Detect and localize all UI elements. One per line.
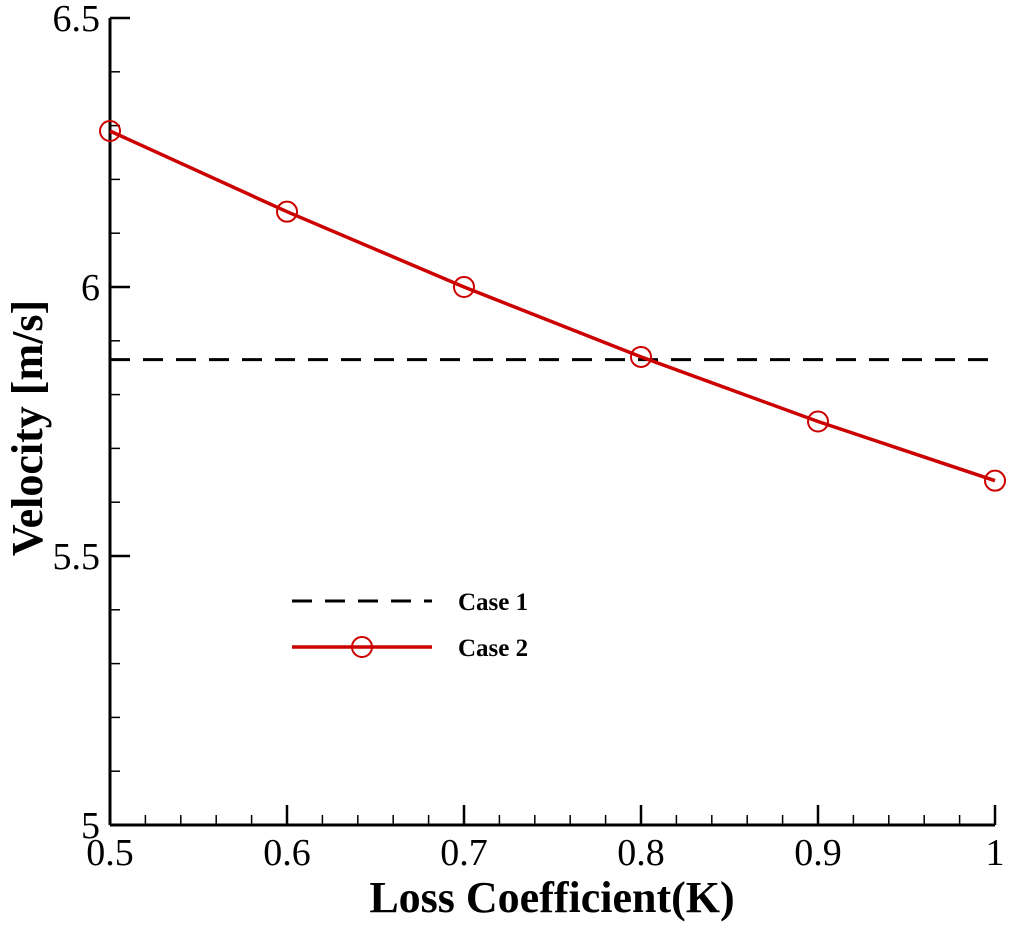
x-tick-label: 0.7 xyxy=(440,832,488,874)
legend-label-case-1: Case 1 xyxy=(458,589,528,616)
x-tick-label: 0.8 xyxy=(617,832,665,874)
axes xyxy=(108,18,995,827)
x-tick-label: 1 xyxy=(986,832,1005,874)
data-point-case-2 xyxy=(453,276,475,298)
y-tick-label: 6.5 xyxy=(53,0,101,40)
y-tick-label: 5.5 xyxy=(53,536,101,578)
minor-ticks xyxy=(110,71,961,825)
series-line-case-2 xyxy=(109,129,996,483)
y-axis-title: Velocity [m/s] xyxy=(3,300,52,556)
data-point-case-2 xyxy=(276,200,298,223)
y-tick-label: 5 xyxy=(81,805,100,847)
legend: Case 1 Case 2 xyxy=(292,589,528,662)
x-tick-label: 0.6 xyxy=(263,832,311,874)
major-ticks xyxy=(108,16,997,827)
x-tick-label: 0.5 xyxy=(86,832,134,874)
data-point-case-2 xyxy=(807,410,829,433)
x-tick-label: 0.9 xyxy=(794,832,842,874)
data-point-case-2 xyxy=(630,345,652,368)
legend-marker-case-2 xyxy=(351,636,373,658)
x-axis-title: Loss Coefficient(K) xyxy=(369,873,734,922)
tick-labels: 0.5 0.6 0.7 0.8 0.9 1 5 5.5 6 6.5 xyxy=(53,0,1005,874)
data-point-case-2 xyxy=(984,469,1006,492)
y-tick-label: 6 xyxy=(81,267,100,309)
series-layer xyxy=(99,119,1006,492)
data-point-case-2 xyxy=(99,119,121,142)
legend-label-case-2: Case 2 xyxy=(458,635,528,662)
